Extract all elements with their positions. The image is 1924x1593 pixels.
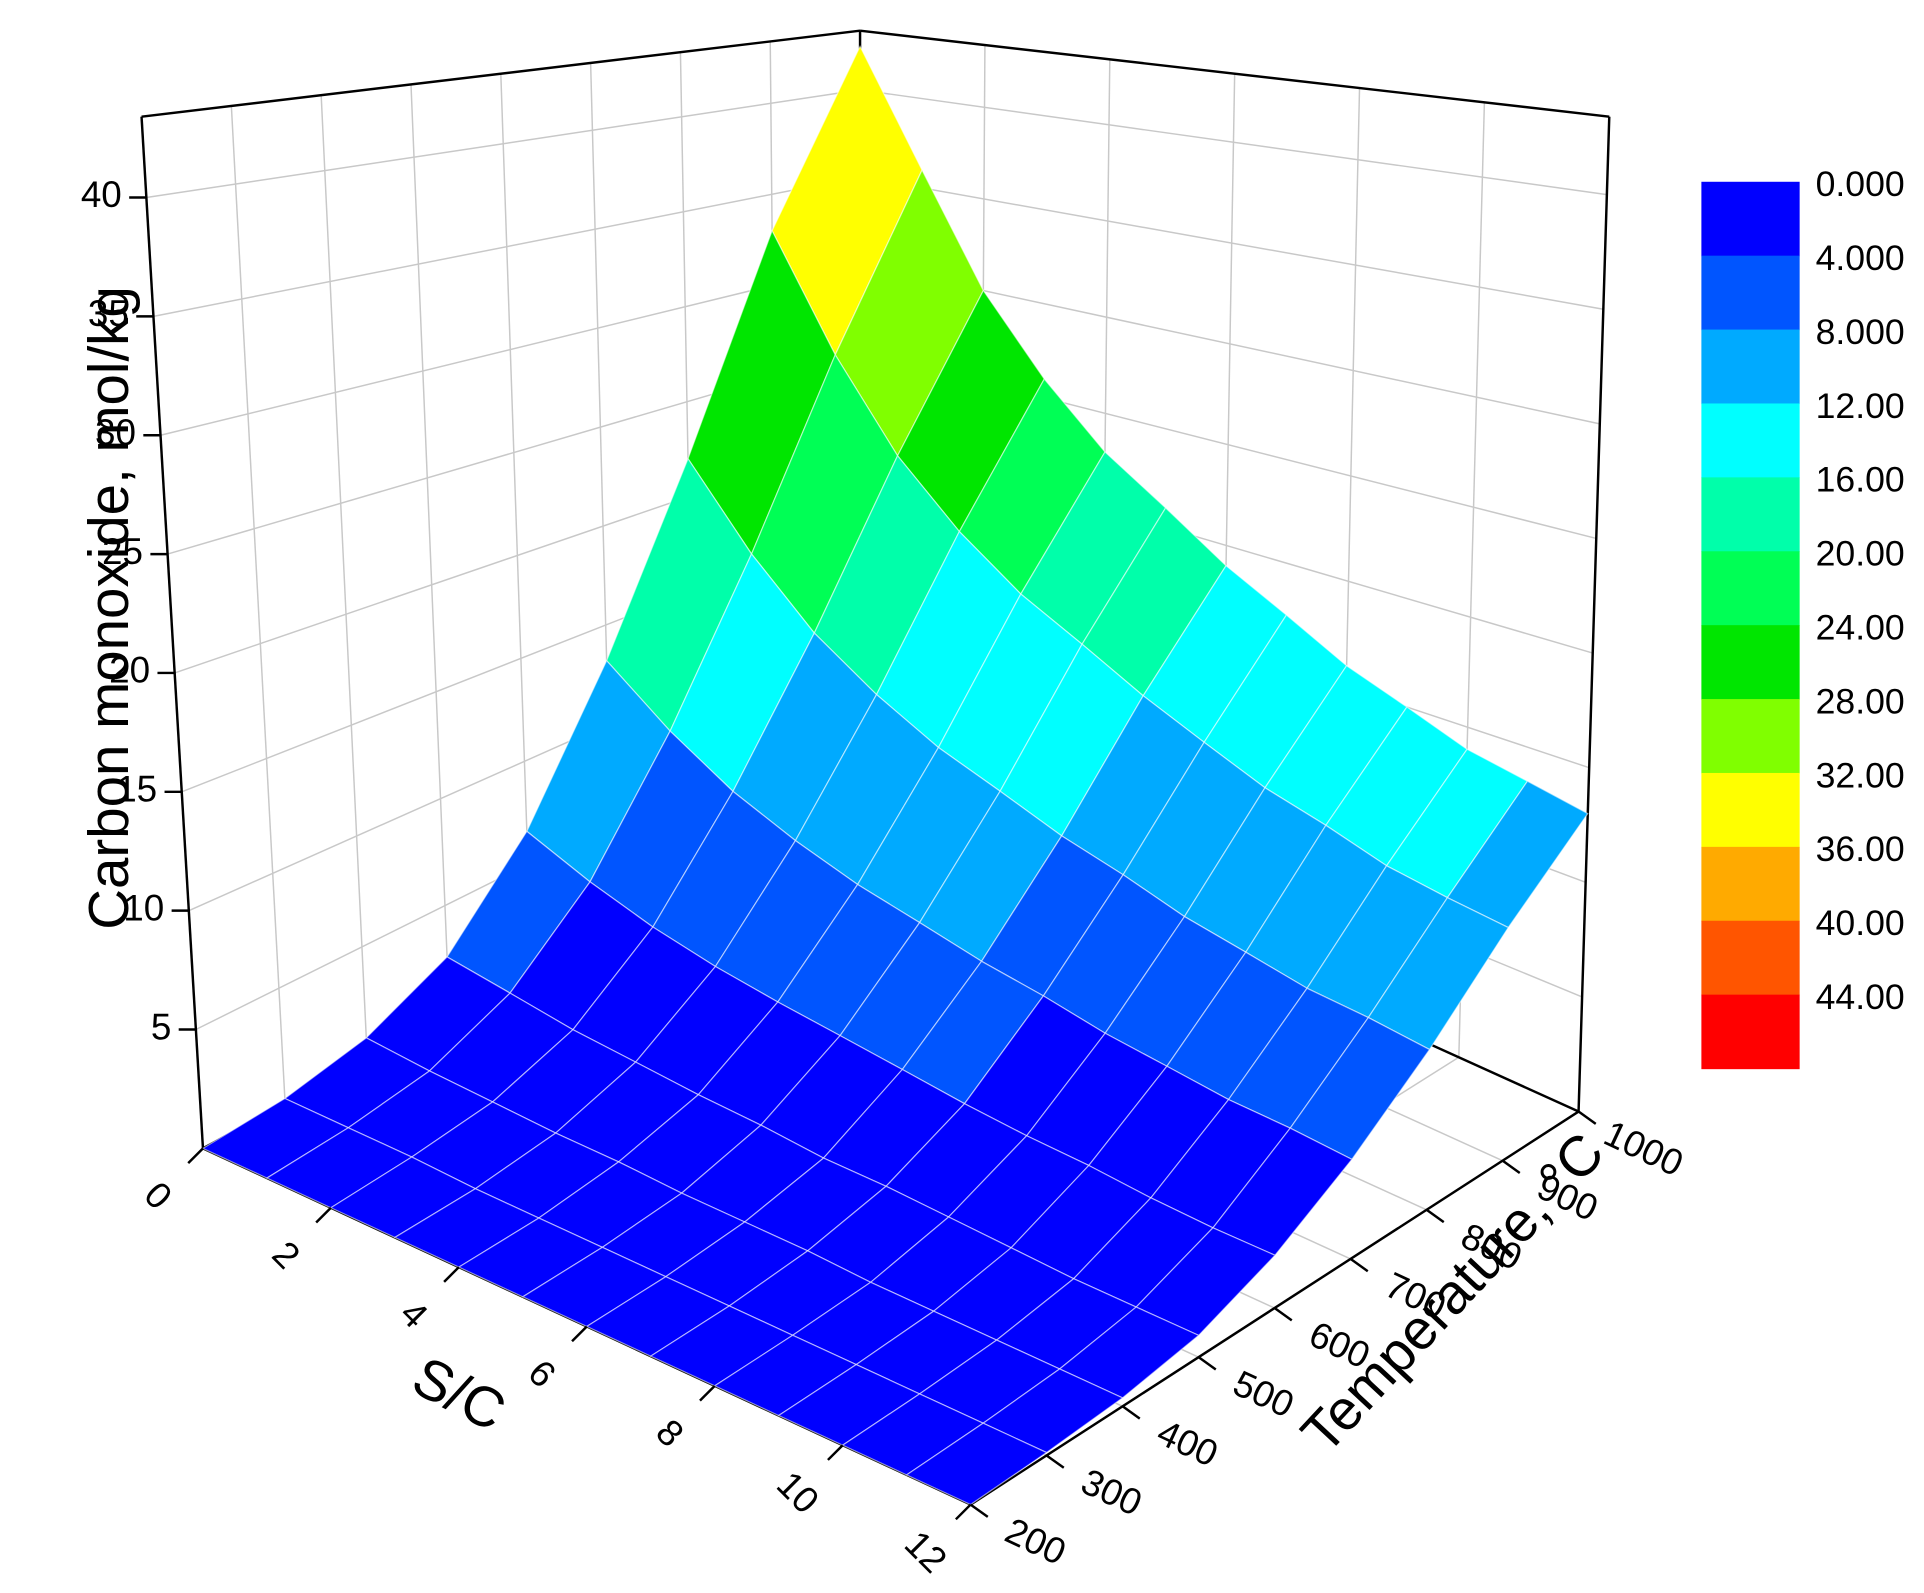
colorbar-box	[1701, 994, 1800, 1070]
z-axis-title: Carbon monoxide, mol/kg	[77, 286, 140, 930]
x-tick-label: 10	[769, 1463, 827, 1521]
y-tick	[1121, 1405, 1141, 1420]
colorbar: 0.000 4.000 8.000 12.00 16.00 20.00 24.00 28.00…	[1701, 164, 1905, 1070]
colorbar-box	[1701, 403, 1800, 478]
axis-line	[141, 29, 861, 118]
y-tick	[1349, 1257, 1369, 1273]
grid-line	[320, 95, 368, 1058]
x-tick	[827, 1444, 844, 1461]
x-tick	[571, 1325, 588, 1343]
colorbar-label: 24.00	[1816, 607, 1905, 647]
colorbar-box	[1701, 329, 1800, 405]
colorbar-label: 32.00	[1816, 755, 1905, 795]
colorbar-box	[1701, 920, 1800, 996]
colorbar-box	[1701, 181, 1800, 257]
colorbar-box	[1701, 477, 1800, 552]
colorbar-box	[1701, 699, 1800, 774]
z-tick-label: 10	[123, 887, 164, 928]
z-tick-label: 25	[102, 531, 143, 572]
grid-line	[230, 105, 286, 1104]
colorbar-box	[1701, 772, 1800, 848]
y-tick-label: 300	[1075, 1461, 1148, 1524]
grid-line	[500, 73, 533, 968]
z-tick-label: 5	[151, 1006, 171, 1047]
colorbar-label: 0.000	[1816, 164, 1905, 204]
colorbar-label: 12.00	[1816, 386, 1905, 426]
colorbar-label: 20.00	[1816, 534, 1905, 574]
x-tick-label: 12	[897, 1523, 955, 1581]
z-tick-label: 35	[88, 293, 129, 334]
colorbar-label: 40.00	[1816, 903, 1905, 943]
z-tick-label: 15	[116, 769, 157, 810]
x-tick	[443, 1266, 460, 1283]
x-tick-label: 6	[520, 1352, 563, 1395]
x-tick	[954, 1503, 972, 1521]
colorbar-label: 44.00	[1816, 977, 1905, 1017]
axis-line	[859, 29, 1610, 118]
y-tick	[1045, 1454, 1065, 1469]
y-tick-label: 1000	[1598, 1112, 1690, 1184]
x-tick-label: 4	[392, 1293, 435, 1336]
y-tick-label: 400	[1151, 1412, 1224, 1475]
y-tick	[1501, 1159, 1521, 1174]
colorbar-box	[1701, 846, 1800, 922]
x-tick	[699, 1384, 716, 1402]
y-tick	[1273, 1307, 1293, 1322]
z-tick-label: 20	[109, 650, 150, 691]
colorbar-label: 16.00	[1816, 460, 1905, 500]
x-tick	[187, 1147, 204, 1164]
surface-cell	[905, 1422, 1048, 1506]
z-tick-label: 30	[95, 412, 136, 453]
colorbar-label: 36.00	[1816, 829, 1905, 869]
y-tick	[969, 1503, 989, 1518]
z-tick-label: 40	[81, 174, 122, 215]
y-tick	[1425, 1208, 1445, 1224]
axis-line	[140, 116, 205, 1149]
colorbar-box	[1701, 255, 1800, 331]
x-tick-label: 8	[648, 1411, 691, 1454]
x-tick-label: 0	[137, 1174, 180, 1217]
y-tick-label: 200	[999, 1510, 1072, 1573]
x-tick	[315, 1206, 332, 1224]
y-tick	[1197, 1356, 1217, 1371]
surface	[201, 44, 1589, 1506]
x-tick-label: 2	[264, 1233, 307, 1276]
y-tick-label: 500	[1227, 1362, 1300, 1425]
x-axis-title: S/C	[403, 1344, 516, 1443]
y-tick	[1577, 1110, 1597, 1125]
colorbar-label: 8.000	[1816, 312, 1905, 352]
colorbar-box	[1701, 625, 1800, 700]
colorbar-label: 4.000	[1816, 238, 1905, 278]
axis-line	[1577, 116, 1611, 1112]
grid-line	[410, 84, 451, 1013]
colorbar-box	[1701, 551, 1800, 626]
colorbar-label: 28.00	[1816, 681, 1905, 721]
